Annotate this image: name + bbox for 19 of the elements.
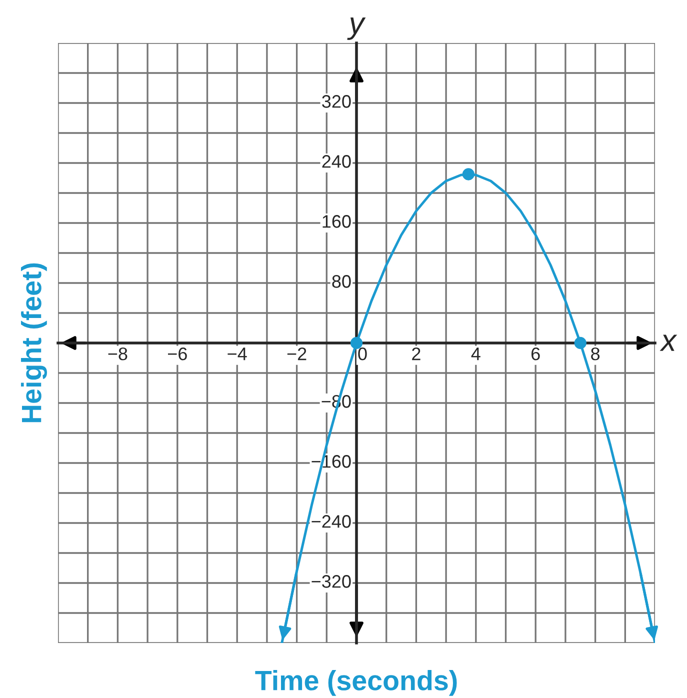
y-tick-label: 160 (322, 215, 351, 228)
y-tick-label: 320 (322, 95, 351, 108)
x-tick-label: −4 (228, 348, 247, 360)
x-axis-title: Time (seconds) (255, 670, 457, 696)
x-tick-label: 4 (471, 348, 480, 360)
x-tick-label: −8 (108, 347, 128, 360)
x-tick-label: 2 (412, 347, 420, 360)
x-tick-label: 0 (358, 347, 367, 360)
y-tick-label: 240 (322, 155, 351, 168)
x-tick-label: −2 (287, 347, 306, 360)
text: x (660, 334, 678, 351)
y-tick-label: −320 (312, 575, 351, 588)
x-tick-label: 8 (591, 347, 600, 360)
x-tick-label: −6 (168, 347, 187, 360)
y-axis-title: Height (feet) (20, 263, 47, 422)
text: y (347, 18, 366, 40)
y-tick-label: 80 (332, 275, 351, 288)
x-tick-label: 6 (531, 347, 540, 360)
y-tick-label: −240 (312, 515, 351, 528)
